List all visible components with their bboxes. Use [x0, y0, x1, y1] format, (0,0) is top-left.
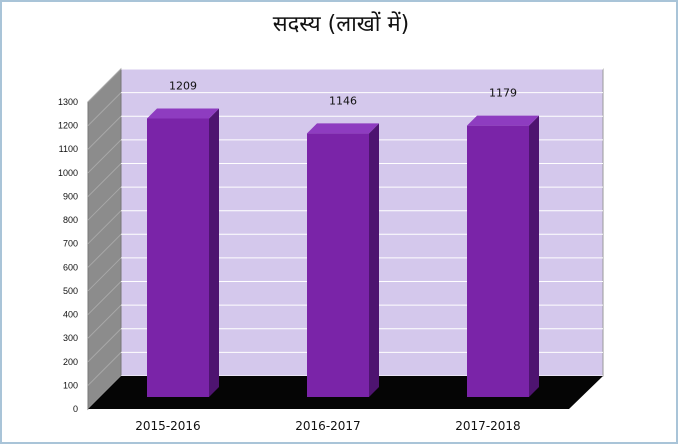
bar	[307, 123, 379, 398]
y-tick-label: 700	[63, 239, 78, 249]
gridline-side	[87, 257, 122, 292]
y-tick-label: 1200	[58, 121, 78, 131]
gridline-side	[87, 68, 122, 103]
y-tick-label: 100	[63, 380, 78, 390]
gridline-side	[87, 115, 122, 150]
y-tick-label: 500	[63, 286, 78, 296]
chart-title: सदस्य (लाखों में)	[272, 12, 410, 37]
bar	[147, 108, 219, 398]
gridline-side	[87, 328, 122, 363]
category-label: 2016-2017	[295, 419, 360, 433]
bar-top	[307, 123, 379, 134]
bar-top	[147, 108, 219, 119]
y-tick-label: 300	[63, 333, 78, 343]
bar-side	[209, 108, 219, 398]
bar	[467, 115, 539, 397]
gridline-side	[87, 304, 122, 339]
y-tick-label: 800	[63, 215, 78, 225]
bar-side	[529, 115, 539, 397]
gridline-side	[87, 139, 122, 174]
data-label: 1209	[169, 79, 197, 92]
y-tick-label: 400	[63, 310, 78, 320]
gridline-side	[87, 281, 122, 315]
bar-top	[467, 115, 539, 126]
data-label: 1179	[489, 87, 517, 100]
gridline-side	[87, 186, 122, 221]
gridline-side	[87, 352, 122, 386]
y-tick-label: 600	[63, 262, 78, 272]
gridline-side	[87, 163, 122, 197]
bar-front	[307, 133, 369, 398]
bar-side	[369, 123, 379, 398]
category-label: 2017-2018	[455, 419, 520, 433]
category-label: 2015-2016	[135, 419, 200, 433]
gridline-side	[87, 210, 122, 245]
y-tick-label: 900	[63, 191, 78, 201]
y-tick-label: 1000	[58, 168, 78, 178]
y-tick-label: 200	[63, 357, 78, 367]
gridline-side	[87, 233, 122, 268]
y-tick-label: 0	[73, 404, 78, 414]
y-tick-label: 1100	[59, 144, 78, 154]
bar-front	[147, 118, 209, 398]
gridline-side	[87, 92, 122, 126]
y-tick-label: 1300	[58, 97, 78, 107]
bar-front	[467, 125, 529, 397]
data-label: 1146	[329, 94, 357, 107]
